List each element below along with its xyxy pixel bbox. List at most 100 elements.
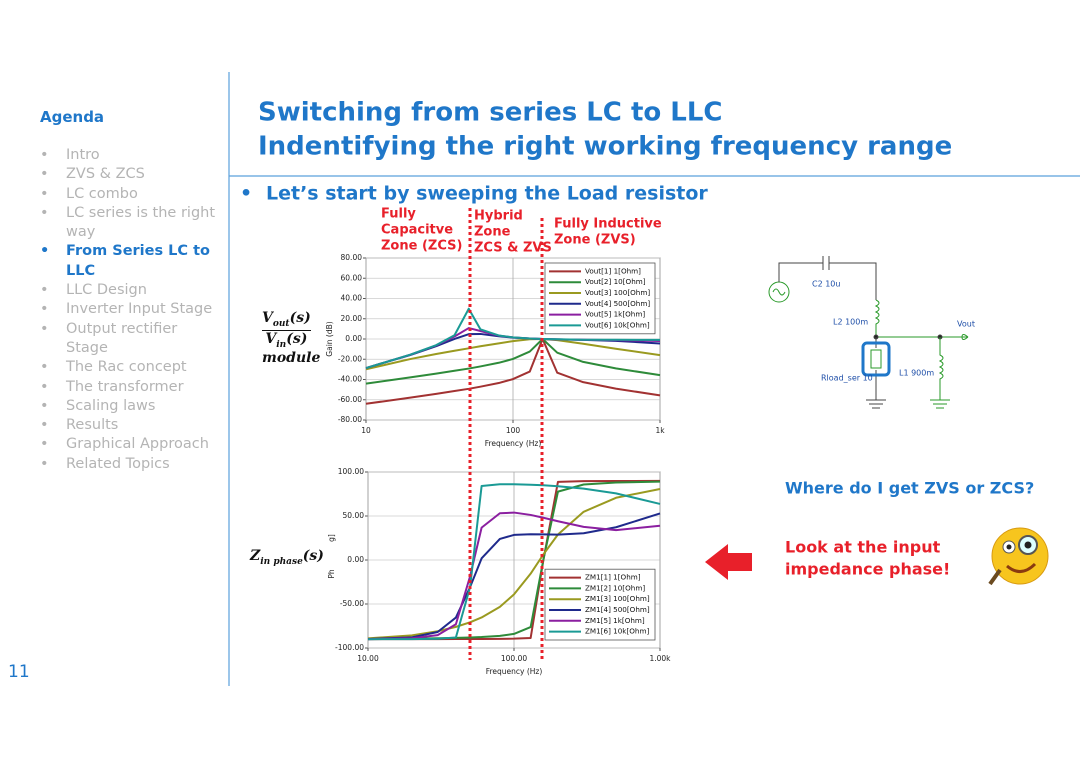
x-tick-label: 1.00k — [649, 654, 671, 663]
legend-label: Vout[5] 1k[Ohm] — [585, 310, 645, 319]
word: module — [262, 349, 321, 366]
component-label: L1 900m — [899, 369, 934, 378]
sidebar: Agenda IntroZVS & ZCSLC comboLC series i… — [40, 108, 220, 474]
y-axis-label: Ph — [327, 569, 336, 579]
legend-label: ZM1[3] 100[Ohm] — [585, 594, 650, 603]
argument: (s) — [286, 330, 308, 347]
legend-label: ZM1[6] 10k[Ohm] — [585, 627, 649, 636]
y-tick-label: -40.00 — [338, 375, 362, 384]
legend-label: Vout[1] 1[Ohm] — [585, 266, 641, 275]
answer: Look at the input — [785, 538, 941, 557]
title: Switching from series LC to LLC — [258, 98, 723, 128]
zone-label: Zone — [474, 225, 511, 240]
agenda-item: Scaling laws — [40, 397, 216, 417]
y-tick-label: 60.00 — [341, 273, 363, 282]
denominator: Vin(s) — [262, 331, 311, 350]
subscript: in phase — [260, 556, 303, 567]
x-tick-label: 100 — [506, 426, 521, 435]
zone-label: Zone (ZCS) — [381, 239, 462, 254]
legend-label: Vout[6] 10k[Ohm] — [585, 320, 650, 329]
series-line — [367, 511, 661, 641]
agenda-item: Graphical Approach — [40, 435, 216, 455]
zone-labels: Fully Capacitve Zone (ZCS) Hybrid Zone Z… — [381, 207, 662, 256]
page-number: 11 — [8, 662, 30, 682]
gain-label: Vout(s) Vin(s) module — [262, 310, 320, 366]
agenda-item: Output rectifier Stage — [40, 320, 216, 359]
argument: (s) — [289, 310, 311, 326]
zone-label: Fully — [381, 207, 416, 222]
zone-label: Fully Inductive — [554, 217, 662, 232]
arrow — [705, 544, 752, 580]
x-tick-label: 1k — [655, 426, 665, 435]
phase-label: Zin phase(s) — [250, 548, 324, 567]
y-axis-label: g] — [327, 534, 336, 542]
legend-label: Vout[3] 100[Ohm] — [585, 288, 650, 297]
circuit — [768, 256, 969, 409]
agenda-item: LC combo — [40, 185, 216, 205]
y-tick-label: -60.00 — [338, 395, 362, 404]
x-axis-label: Frequency (Hz) — [486, 667, 543, 676]
bullet-dot: • — [240, 183, 252, 205]
bullet: Let’s start by sweeping the Load resisto… — [266, 183, 708, 205]
y-tick-label: 0.00 — [345, 334, 362, 343]
legend-label: Vout[4] 500[Ohm] — [585, 299, 650, 308]
numerator: Vout(s) — [262, 310, 311, 331]
question: Where do I get ZVS or ZCS? — [785, 479, 1034, 498]
series-line — [365, 338, 661, 405]
y-tick-label: -20.00 — [338, 354, 362, 363]
legend-label: Vout[2] 10[Ohm] — [585, 277, 646, 286]
y-tick-label: 100.00 — [338, 467, 364, 476]
zone-label: Capacitve — [381, 223, 453, 238]
agenda-item: From Series LC to LLC — [40, 242, 216, 281]
agenda-title: Agenda — [40, 108, 105, 126]
agenda-item: LC series is the right way — [40, 204, 216, 243]
legend-label: ZM1[5] 1k[Ohm] — [585, 616, 645, 625]
legend-box — [544, 262, 656, 335]
agenda-item: The transformer — [40, 378, 216, 398]
y-tick-label: 50.00 — [343, 511, 365, 520]
x-axis-label: Frequency (Hz) — [485, 439, 542, 448]
series-line — [365, 338, 661, 385]
component-label: Vout — [957, 320, 975, 329]
component-label: C2 10u — [812, 280, 840, 289]
agenda-item: LLC Design — [40, 281, 216, 301]
legend-label: ZM1[4] 500[Ohm] — [585, 605, 650, 614]
charts: 80.00 60.00 40.00 20.00 0.00 -20.00 -40.00 -60.… — [325, 253, 671, 676]
title: Indentifying the right working frequency… — [258, 132, 952, 162]
series-line — [365, 338, 661, 371]
symbol: Z — [250, 548, 261, 564]
fraction: Vout(s) Vin(s) — [262, 310, 311, 350]
y-tick-label: 80.00 — [341, 253, 363, 262]
legend-label: ZM1[2] 10[Ohm] — [585, 583, 645, 592]
component-label: Rload_ser 10 — [821, 374, 873, 383]
subscript: in — [276, 339, 287, 350]
component-label: L2 100m — [833, 318, 868, 327]
agenda-item: The Rac concept — [40, 358, 216, 378]
zone-label: ZCS & ZVS — [474, 241, 552, 256]
legend-box — [544, 568, 656, 641]
agenda-item: Inverter Input Stage — [40, 300, 216, 320]
series-line — [367, 512, 661, 641]
y-tick-label: 20.00 — [341, 314, 363, 323]
agenda-item: Related Topics — [40, 455, 216, 475]
symbol: V — [265, 330, 277, 347]
y-tick-label: 0.00 — [347, 555, 364, 564]
circuit-labels: C2 10u L2 100m Vout Rload_ser 10 L1 900m — [812, 280, 975, 383]
y-tick-label: 40.00 — [341, 294, 363, 303]
agenda-item: Results — [40, 416, 216, 436]
x-tick-label: 10.00 — [357, 654, 379, 663]
y-tick-label: -100.00 — [335, 643, 364, 652]
symbol: V — [262, 310, 273, 326]
y-tick-label: -80.00 — [338, 415, 362, 424]
x-tick-label: 10 — [361, 426, 371, 435]
legend-label: ZM1[1] 1[Ohm] — [585, 573, 641, 582]
y-tick-label: -50.00 — [340, 599, 364, 608]
argument: (s) — [302, 548, 324, 564]
x-tick-label: 100.00 — [501, 654, 527, 663]
emoji — [988, 527, 1049, 586]
subscript: out — [272, 318, 290, 329]
series-line — [365, 307, 661, 370]
zone-label: Zone (ZVS) — [554, 233, 636, 248]
